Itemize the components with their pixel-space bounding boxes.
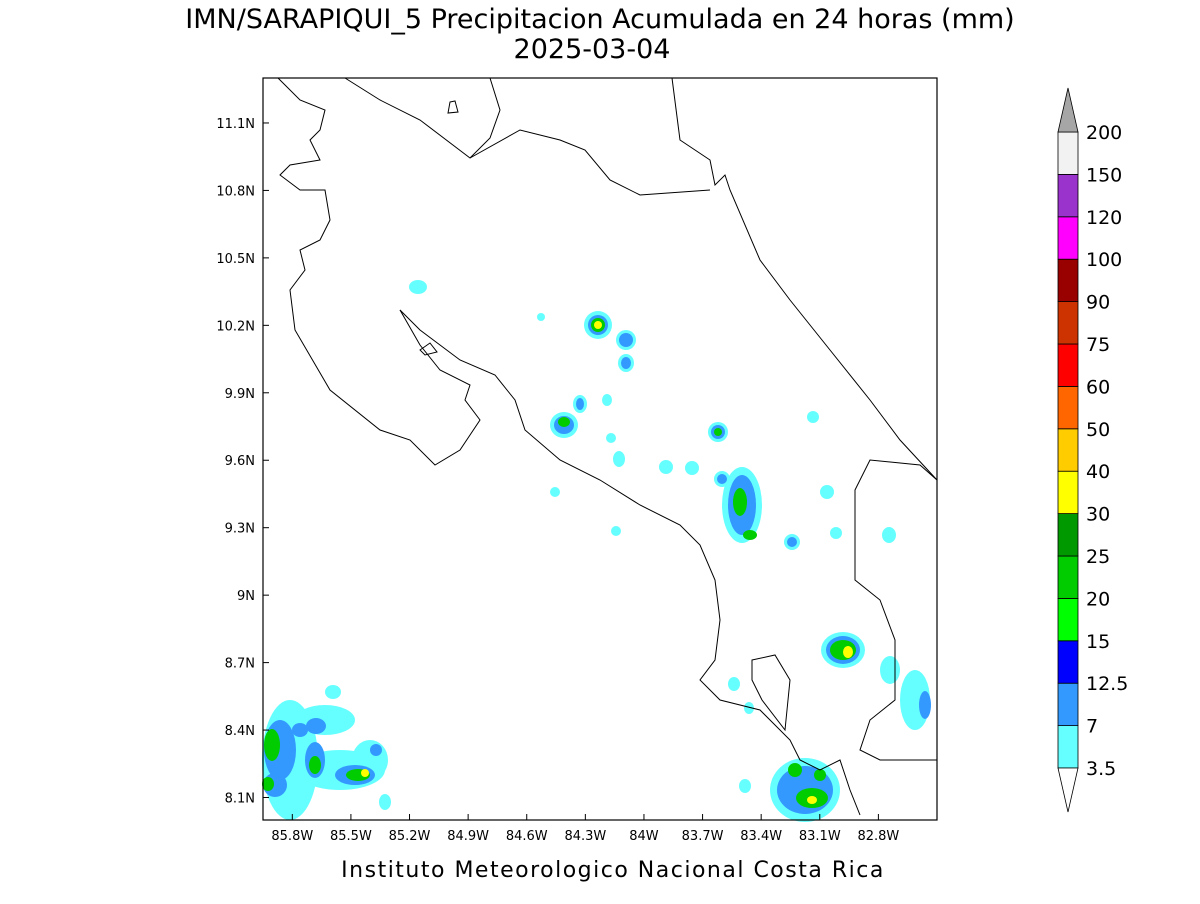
x-tick-label: 82.8W [857, 829, 899, 844]
x-tick-label: 85.8W [271, 829, 313, 844]
footer: Instituto Meteorologico Nacional Costa R… [341, 858, 885, 883]
y-tick-label: 10.5N [216, 252, 255, 267]
x-tick-label: 83.1W [799, 829, 841, 844]
colorbar-over [1057, 87, 1079, 133]
colorbar-swatch [1057, 470, 1079, 515]
x-tick-label: 83.7W [682, 829, 724, 844]
colorbar-label: 15 [1086, 631, 1110, 653]
x-tick-label: 85.5W [330, 829, 372, 844]
x-tick-label: 85.2W [389, 829, 431, 844]
colorbar-label: 25 [1086, 546, 1110, 568]
colorbar-label: 120 [1086, 207, 1122, 229]
precipitation [262, 280, 931, 822]
colorbar-swatch [1057, 173, 1079, 218]
colorbar-swatch [1057, 385, 1079, 430]
map-frame [262, 77, 938, 821]
colorbar-swatch [1057, 555, 1079, 599]
colorbar-label: 12.5 [1086, 673, 1128, 695]
y-tick-label: 9.3N [225, 522, 255, 537]
y-tick-label: 11.1N [216, 117, 255, 132]
y-tick-label: 10.2N [216, 319, 255, 334]
x-tick-label: 84W [629, 829, 659, 844]
axes: 85.8W 85.5W 85.2W 84.9W 84.6W 84.3W 84W 83.7W 83… [216, 117, 899, 844]
colorbar-label: 50 [1086, 419, 1110, 441]
colorbar-label: 150 [1086, 164, 1122, 186]
colorbar-swatch [1057, 725, 1079, 769]
colorbar-label: 20 [1086, 588, 1110, 610]
x-tick-label: 84.9W [447, 829, 489, 844]
colorbar-label: 90 [1086, 292, 1110, 314]
colorbar-label: 75 [1086, 334, 1110, 356]
y-tick-label: 8.7N [225, 657, 255, 672]
title: IMN/SARAPIQUI_5 Precipitacion Acumulada … [185, 4, 1014, 35]
colorbar-swatch [1057, 640, 1079, 684]
colorbar-label: 60 [1086, 376, 1110, 398]
y-tick-label: 8.4N [225, 724, 255, 739]
colorbar-swatch [1057, 343, 1079, 387]
colorbar-label: 30 [1086, 504, 1110, 526]
subtitle: 2025-03-04 [514, 34, 671, 65]
colorbar: 3.5 7 12.5 15 20 25 30 40 50 60 75 90 100 120 150 200 [1057, 87, 1128, 813]
x-tick-label: 84.6W [506, 829, 548, 844]
colorbar-swatch [1057, 682, 1079, 727]
coastline [277, 77, 938, 816]
y-tick-label: 9N [237, 589, 255, 604]
x-tick-label: 84.3W [564, 829, 606, 844]
colorbar-swatch [1057, 258, 1079, 303]
colorbar-label: 200 [1086, 122, 1122, 144]
colorbar-label: 100 [1086, 249, 1122, 271]
colorbar-under [1057, 767, 1079, 813]
colorbar-label: 3.5 [1086, 758, 1116, 780]
colorbar-label: 40 [1086, 461, 1110, 483]
y-tick-label: 10.8N [216, 184, 255, 199]
colorbar-swatch [1057, 428, 1079, 472]
y-tick-label: 8.1N [225, 792, 255, 807]
colorbar-swatch [1057, 513, 1079, 557]
x-tick-label: 83.4W [740, 829, 782, 844]
colorbar-label: 7 [1086, 716, 1098, 738]
colorbar-swatch [1057, 131, 1079, 175]
y-tick-label: 9.6N [225, 454, 255, 469]
colorbar-swatch [1057, 598, 1079, 642]
y-tick-label: 9.9N [225, 387, 255, 402]
colorbar-swatch [1057, 301, 1079, 345]
colorbar-swatch [1057, 216, 1079, 260]
